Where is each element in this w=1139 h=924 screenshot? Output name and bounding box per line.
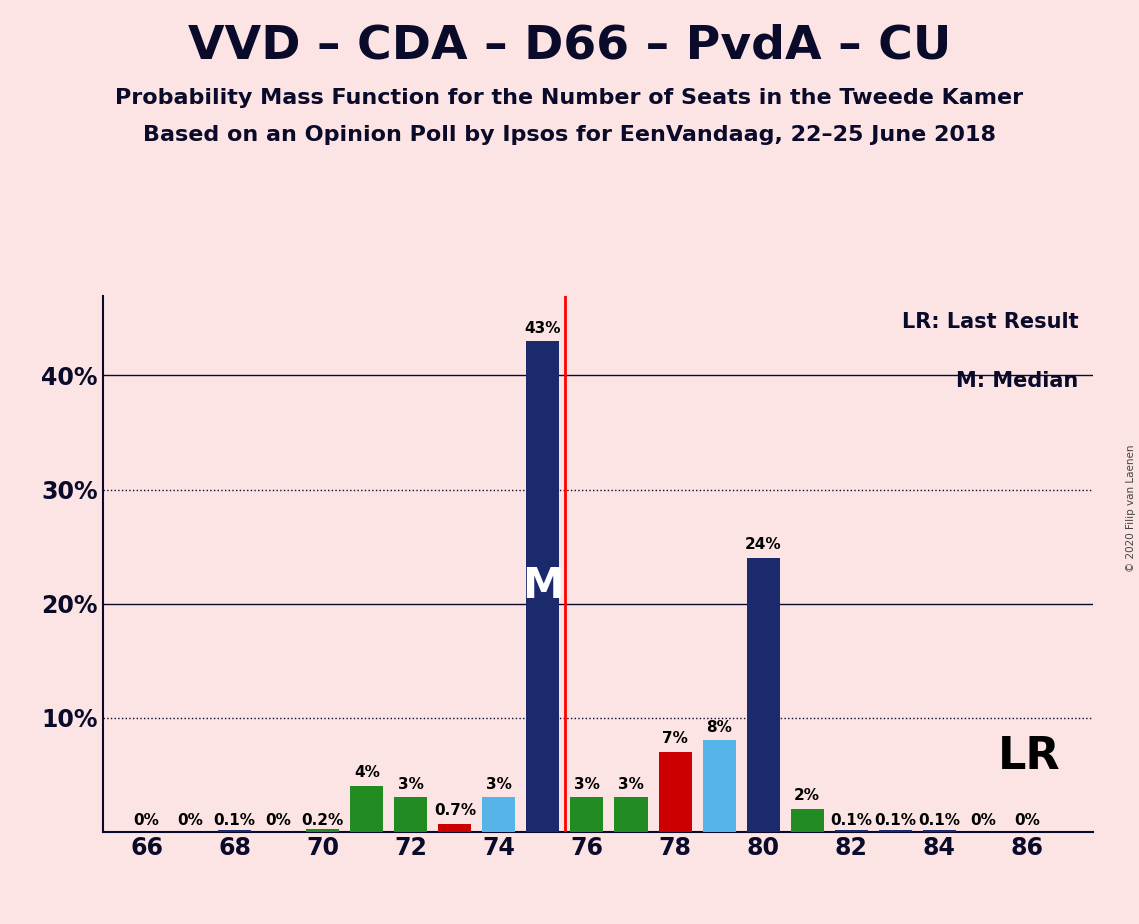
- Bar: [923, 831, 956, 832]
- Text: 7%: 7%: [662, 731, 688, 746]
- Text: 0%: 0%: [178, 813, 204, 828]
- Bar: [571, 797, 604, 832]
- Bar: [835, 831, 868, 832]
- Text: 0.1%: 0.1%: [830, 813, 872, 828]
- Text: 43%: 43%: [525, 321, 562, 335]
- Text: 0.2%: 0.2%: [302, 813, 344, 828]
- Text: Probability Mass Function for the Number of Seats in the Tweede Kamer: Probability Mass Function for the Number…: [115, 88, 1024, 108]
- Text: 24%: 24%: [745, 537, 781, 553]
- Bar: [306, 830, 339, 832]
- Text: LR: LR: [998, 736, 1060, 778]
- Bar: [526, 341, 559, 832]
- Text: 0%: 0%: [133, 813, 159, 828]
- Text: 3%: 3%: [618, 777, 644, 792]
- Bar: [703, 740, 736, 832]
- Text: Based on an Opinion Poll by Ipsos for EenVandaag, 22–25 June 2018: Based on an Opinion Poll by Ipsos for Ee…: [144, 125, 995, 145]
- Bar: [614, 797, 647, 832]
- Bar: [219, 831, 252, 832]
- Bar: [394, 797, 427, 832]
- Text: 0.7%: 0.7%: [434, 803, 476, 818]
- Text: 0%: 0%: [1015, 813, 1040, 828]
- Bar: [790, 808, 823, 832]
- Text: M: M: [522, 565, 564, 607]
- Text: 0.1%: 0.1%: [214, 813, 255, 828]
- Text: 0%: 0%: [265, 813, 292, 828]
- Text: 0.1%: 0.1%: [875, 813, 916, 828]
- Text: 2%: 2%: [794, 788, 820, 803]
- Bar: [747, 558, 780, 832]
- Text: VVD – CDA – D66 – PvdA – CU: VVD – CDA – D66 – PvdA – CU: [188, 23, 951, 68]
- Bar: [439, 823, 472, 832]
- Text: 8%: 8%: [706, 720, 732, 735]
- Text: 3%: 3%: [486, 777, 511, 792]
- Bar: [483, 797, 515, 832]
- Bar: [879, 831, 911, 832]
- Text: © 2020 Filip van Laenen: © 2020 Filip van Laenen: [1126, 444, 1136, 572]
- Text: M: Median: M: Median: [957, 371, 1079, 391]
- Text: 0.1%: 0.1%: [918, 813, 960, 828]
- Bar: [658, 752, 691, 832]
- Bar: [350, 786, 383, 832]
- Text: 4%: 4%: [354, 765, 379, 780]
- Text: 3%: 3%: [574, 777, 600, 792]
- Text: 0%: 0%: [970, 813, 997, 828]
- Text: LR: Last Result: LR: Last Result: [902, 311, 1079, 332]
- Text: 3%: 3%: [398, 777, 424, 792]
